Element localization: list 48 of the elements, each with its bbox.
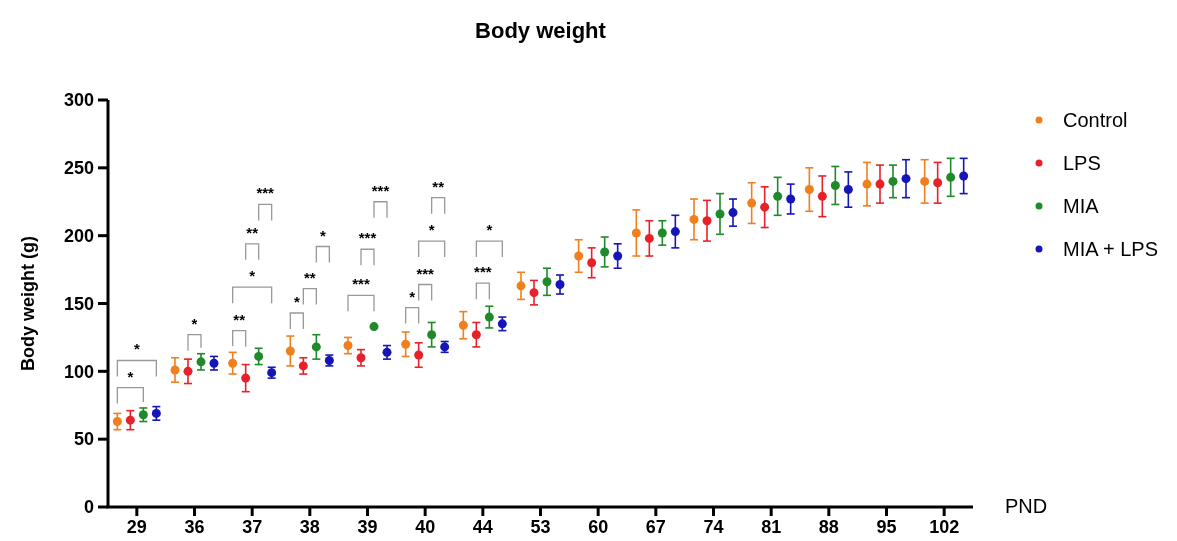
annotation: * [249, 267, 256, 285]
annotation: * [293, 293, 300, 310]
annotation: ** [246, 223, 259, 241]
annotation: *** [352, 275, 370, 293]
x-tick-label: 39 [357, 517, 378, 537]
annotation: * [319, 226, 326, 244]
y-tick-label: 0 [83, 497, 94, 518]
y-axis-title: Body weight (g) [18, 236, 38, 371]
annotation: *** [256, 184, 275, 202]
legend-label: MIA + LPS [1063, 238, 1159, 260]
x-tick-label: 40 [415, 517, 436, 537]
annotation: ** [233, 310, 246, 328]
annotation: * [133, 340, 140, 358]
annotation: * [127, 367, 134, 385]
annotation: * [409, 287, 416, 305]
x-tick-label: 53 [530, 517, 551, 537]
y-tick-label: 50 [73, 429, 94, 450]
x-tick-label: 74 [703, 517, 724, 537]
x-tick-label: 60 [588, 517, 609, 537]
x-tick-label: 36 [184, 517, 205, 537]
x-tick-label: 95 [876, 517, 897, 537]
annotation: *** [416, 264, 435, 282]
y-tick-label: 150 [63, 293, 94, 314]
annotation: * [428, 221, 435, 239]
legend-label: Control [1063, 109, 1128, 131]
x-tick-label: 67 [645, 517, 666, 537]
legend-label: MIA [1063, 195, 1100, 217]
x-tick-label: 29 [126, 517, 147, 537]
y-tick-label: 200 [63, 225, 94, 246]
x-axis-title: PND [1005, 495, 1048, 517]
y-tick-label: 300 [63, 90, 94, 111]
chart-title: Body weight [475, 18, 607, 43]
annotation: * [191, 314, 198, 332]
annotation: *** [474, 263, 492, 281]
x-tick-label: 44 [472, 517, 493, 537]
annotation: *** [358, 229, 377, 247]
x-tick-label: 102 [929, 517, 960, 537]
annotation: * [486, 221, 493, 239]
x-tick-label: 81 [761, 517, 782, 537]
annotation: ** [303, 268, 316, 286]
legend-label: LPS [1063, 152, 1101, 174]
y-tick-label: 100 [63, 361, 94, 382]
x-tick-label: 38 [299, 517, 320, 537]
annotation: *** [371, 181, 390, 199]
x-tick-label: 37 [242, 517, 263, 537]
annotation: ** [432, 177, 445, 195]
x-tick-label: 88 [818, 517, 839, 537]
y-tick-label: 250 [63, 158, 94, 179]
